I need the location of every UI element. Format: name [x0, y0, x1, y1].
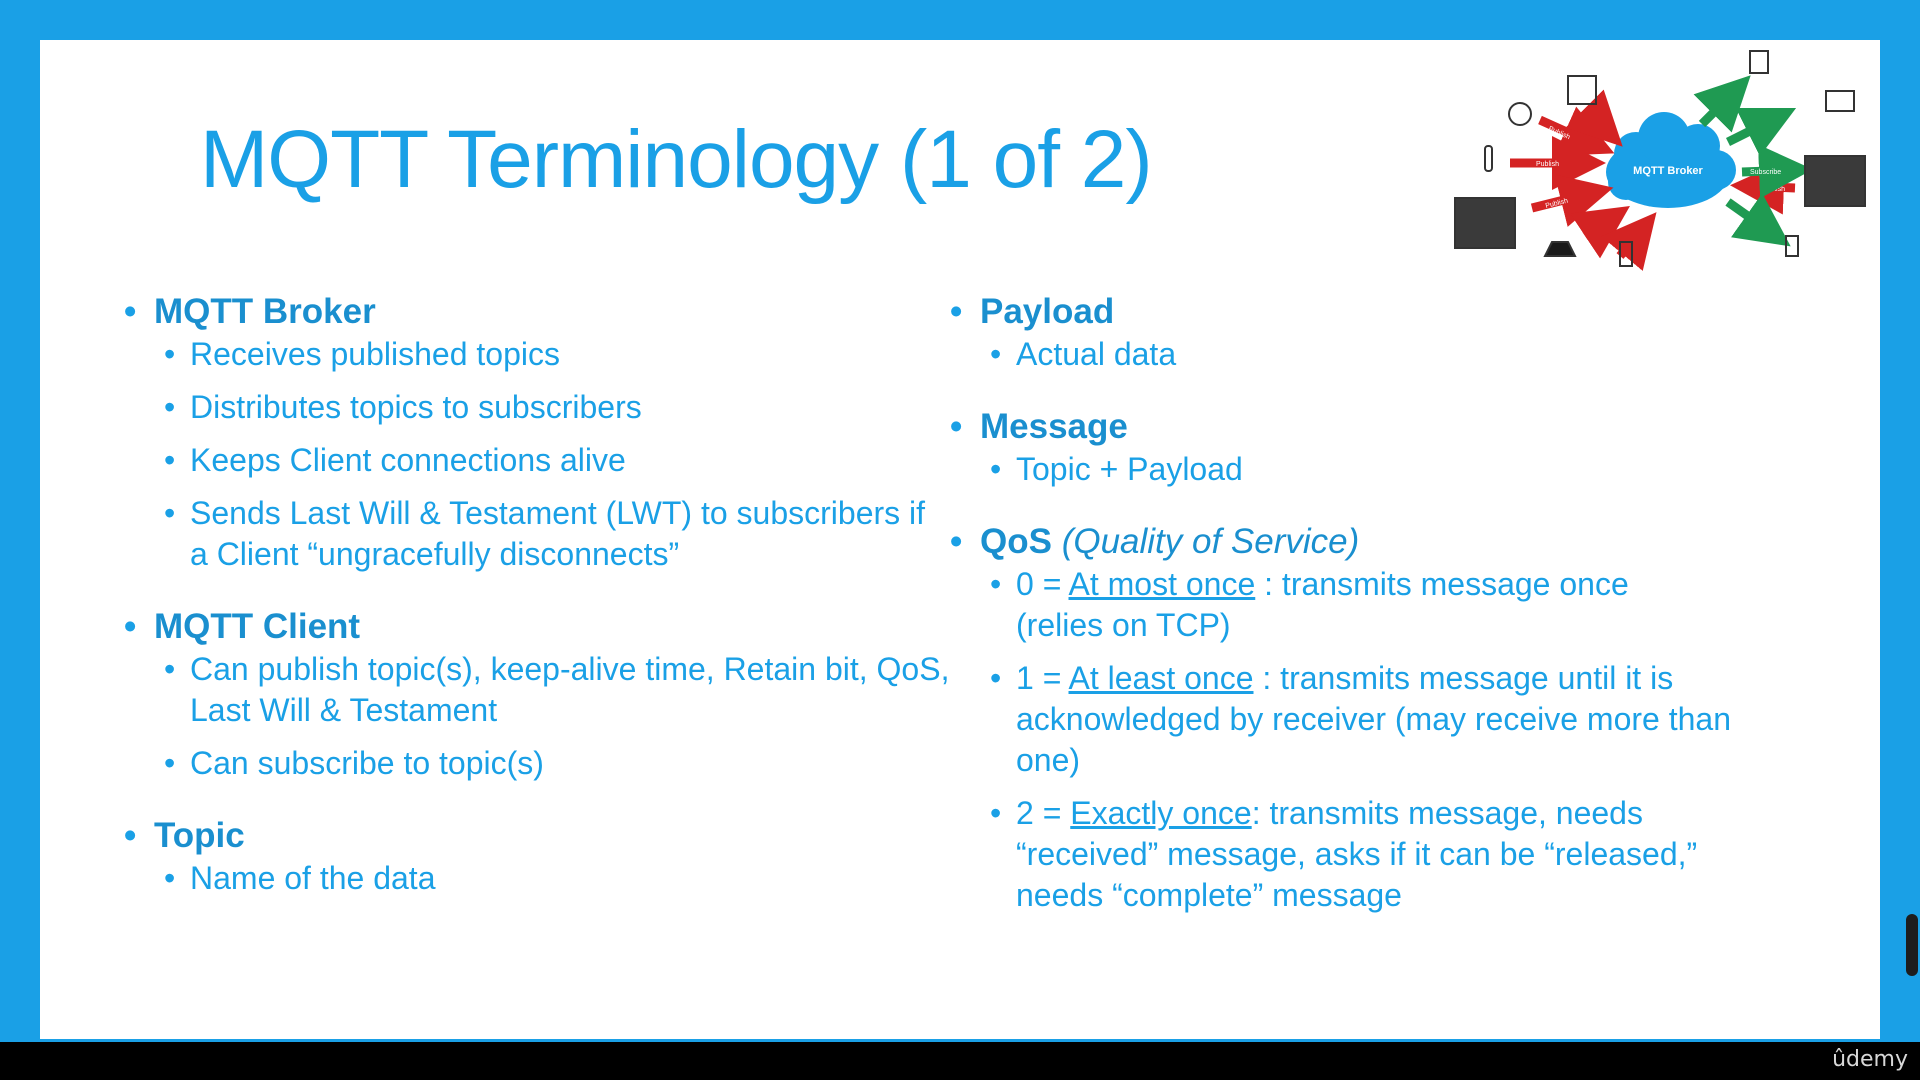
- devices: [1454, 50, 1866, 267]
- list-item: Topic + Payload: [950, 449, 1780, 490]
- subscribe-labels: Subscribe: [1750, 169, 1781, 176]
- tablet-icon: [1749, 50, 1769, 74]
- qos-prefix: 1 =: [1016, 660, 1069, 696]
- publish-arrows: [1510, 89, 1796, 271]
- section-qos: QoS (Quality of Service) 0 = At most onc…: [950, 520, 1780, 916]
- qos-prefix: 2 =: [1016, 795, 1071, 831]
- player-bottom-strip: [0, 1042, 1920, 1080]
- section-message: Message Topic + Payload: [950, 405, 1780, 490]
- section-mqtt-client: MQTT Client Can publish topic(s), keep-a…: [124, 605, 954, 784]
- subscribe-label: Subscribe: [1750, 169, 1781, 176]
- section-heading: Message: [950, 405, 1780, 449]
- qos-level-0: 0 = At most once : transmits message onc…: [950, 564, 1716, 646]
- section-heading: MQTT Broker: [124, 290, 954, 334]
- bullet-list: Actual data: [950, 334, 1780, 375]
- subscribe-arrows: [1693, 75, 1813, 247]
- qos-description: : transmits message until it is acknowle…: [1016, 660, 1731, 778]
- qos-level-1: 1 = At least once : transmits message un…: [950, 658, 1761, 781]
- publish-label: Publish: [1762, 186, 1785, 193]
- list-item: Name of the data: [124, 858, 954, 899]
- broker-cloud: MQTT Broker: [1606, 112, 1736, 208]
- gauge-icon: [1508, 102, 1532, 126]
- qos-term: At least once: [1068, 660, 1254, 696]
- qos-prefix: 0 =: [1016, 566, 1069, 602]
- list-item: Can subscribe to topic(s): [124, 743, 954, 784]
- bullet-list: Topic + Payload: [950, 449, 1780, 490]
- slide-title: MQTT Terminology (1 of 2): [200, 114, 1153, 205]
- section-heading: Payload: [950, 290, 1780, 334]
- appliance-icon: [1567, 75, 1597, 105]
- publish-label: Publish: [1536, 161, 1559, 168]
- mqtt-broker-diagram: MQTT Broker Publish Publish Publish Publ…: [1454, 50, 1866, 271]
- qos-term: Exactly once: [1070, 795, 1252, 831]
- list-item: Sends Last Will & Testament (LWT) to sub…: [124, 493, 950, 575]
- right-column: Payload Actual data Message Topic + Payl…: [950, 290, 1780, 946]
- list-item: Actual data: [950, 334, 1780, 375]
- section-topic: Topic Name of the data: [124, 814, 954, 899]
- qos-description: : transmits message once (relies on TCP): [1016, 566, 1629, 643]
- iron-icon: [1543, 241, 1577, 257]
- qos-description: : transmits message, needs “received” me…: [1016, 795, 1698, 913]
- list-item: Can publish topic(s), keep-alive time, R…: [124, 649, 950, 731]
- qos-heading: QoS: [980, 522, 1052, 561]
- section-heading: QoS (Quality of Service): [950, 520, 1780, 564]
- bullet-list: Receives published topics Distributes to…: [124, 334, 954, 575]
- phone-icon: [1785, 235, 1799, 257]
- qos-heading-note: (Quality of Service): [1061, 522, 1360, 561]
- section-mqtt-broker: MQTT Broker Receives published topics Di…: [124, 290, 954, 575]
- laptop-icon: [1825, 90, 1855, 112]
- udemy-watermark: ûdemy: [1832, 1047, 1908, 1072]
- qos-level-2: 2 = Exactly once: transmits message, nee…: [950, 793, 1776, 916]
- left-column: MQTT Broker Receives published topics Di…: [124, 290, 954, 929]
- list-item: Distributes topics to subscribers: [124, 387, 954, 428]
- plc-controller-icon: [1804, 155, 1866, 207]
- thermometer-icon: [1484, 145, 1493, 172]
- section-payload: Payload Actual data: [950, 290, 1780, 375]
- plc-controller-icon: [1454, 197, 1516, 249]
- scrollbar-thumb[interactable]: [1906, 914, 1918, 976]
- section-heading: MQTT Client: [124, 605, 954, 649]
- list-item: Receives published topics: [124, 334, 954, 375]
- bullet-list: Can publish topic(s), keep-alive time, R…: [124, 649, 954, 784]
- bullet-list: Name of the data: [124, 858, 954, 899]
- broker-label: MQTT Broker: [1633, 165, 1703, 177]
- list-item: Keeps Client connections alive: [124, 440, 954, 481]
- fridge-icon: [1619, 241, 1633, 267]
- section-heading: Topic: [124, 814, 954, 858]
- qos-term: At most once: [1068, 566, 1256, 602]
- qos-levels-list: 0 = At most once : transmits message onc…: [950, 564, 1780, 916]
